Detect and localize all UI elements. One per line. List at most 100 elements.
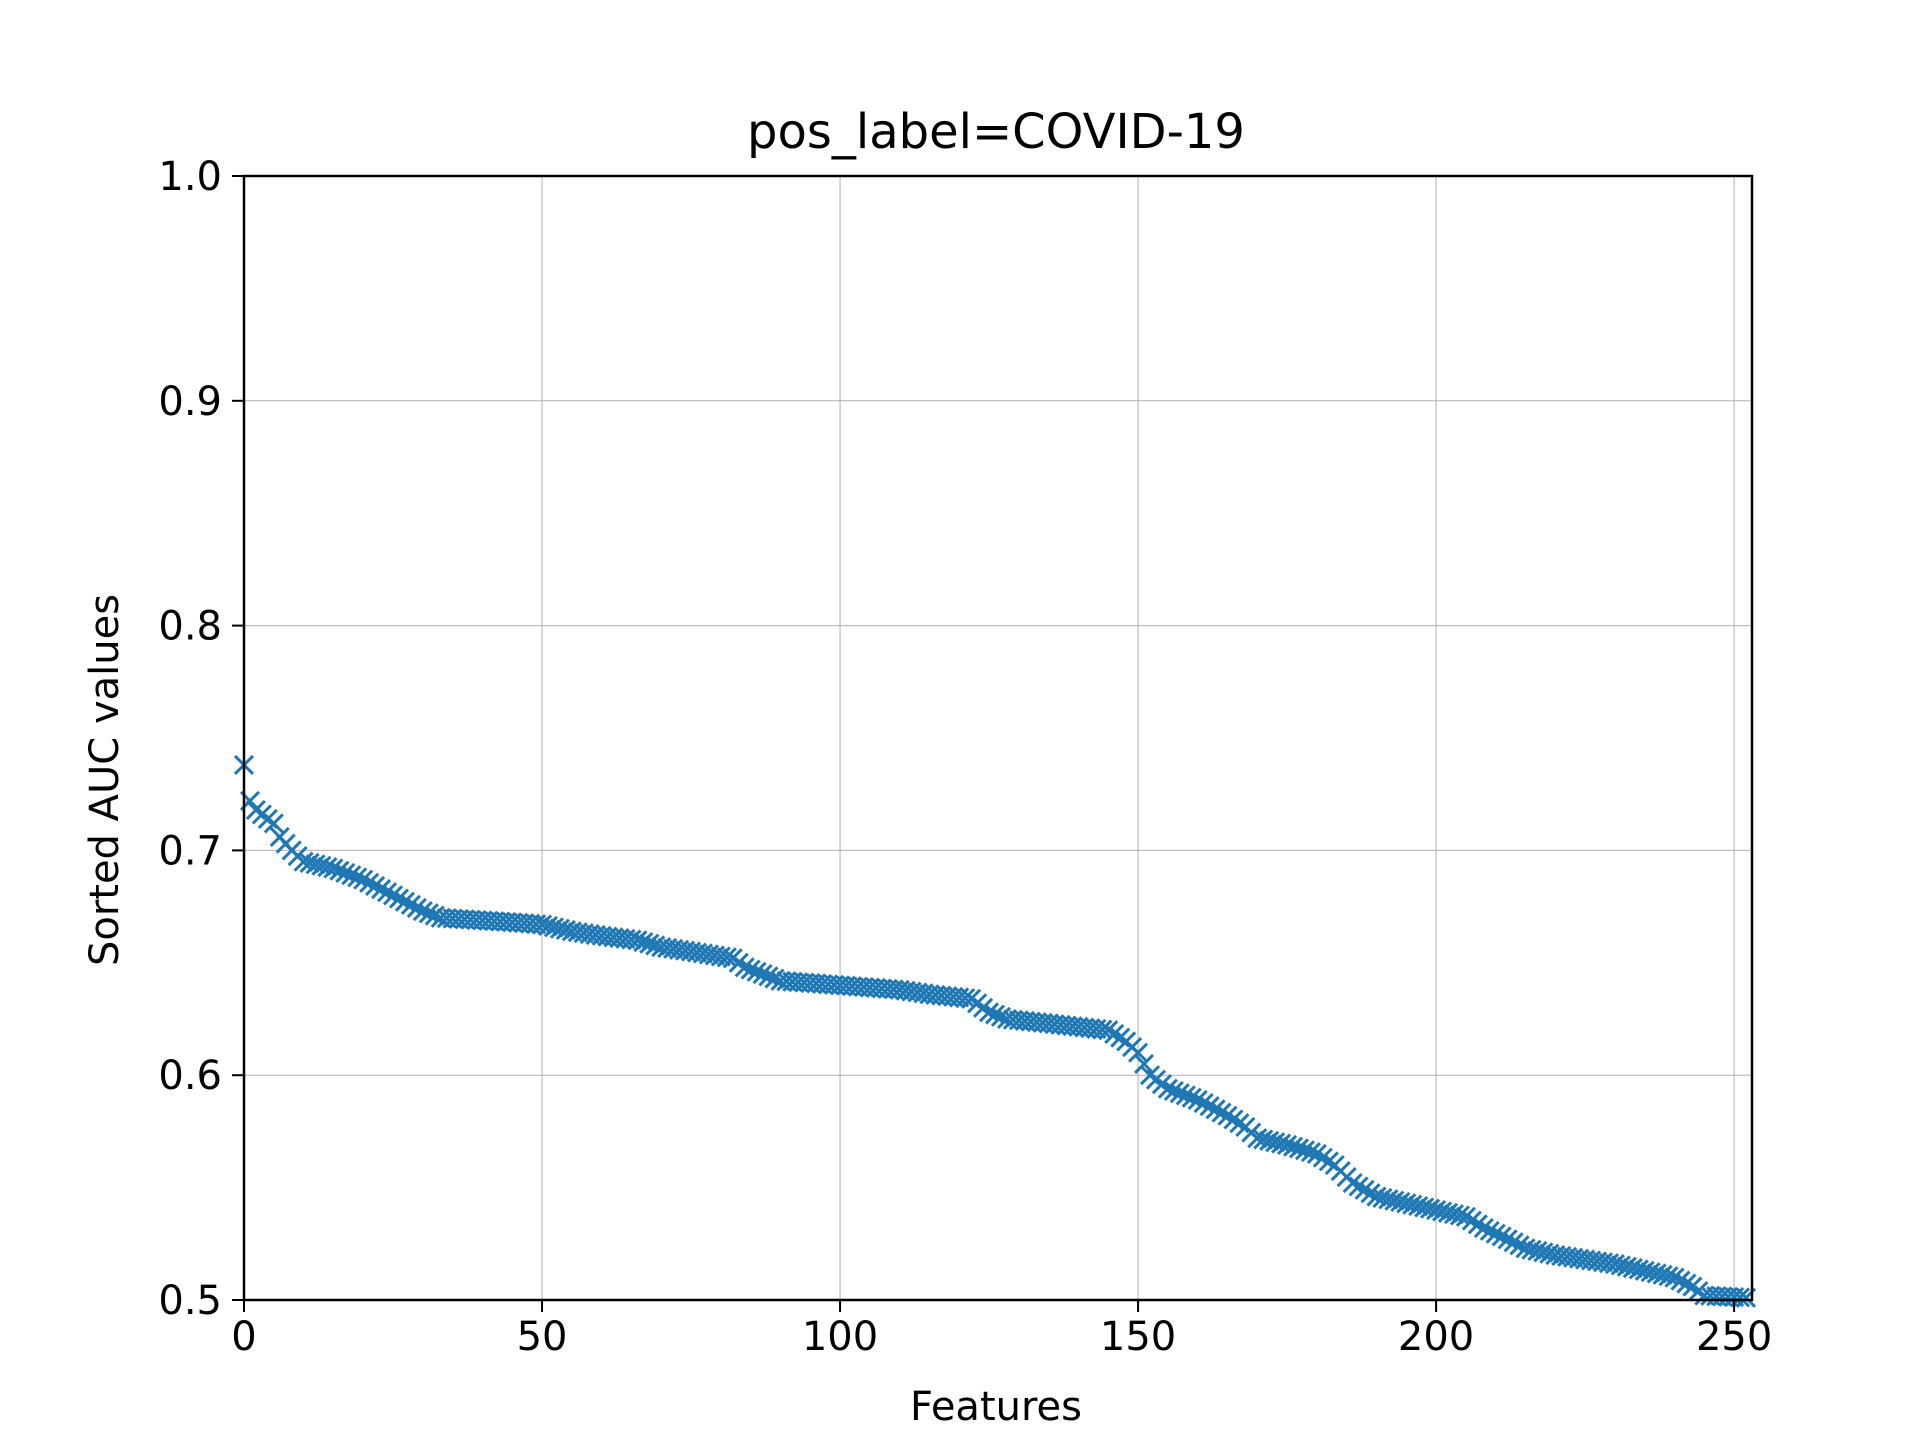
data-point-marker (1163, 1080, 1184, 1101)
data-point-marker (1485, 1223, 1506, 1244)
data-point-marker (1461, 1210, 1482, 1231)
data-point-marker (1384, 1190, 1405, 1211)
data-point-marker (1676, 1273, 1697, 1294)
data-point-marker (293, 851, 314, 872)
data-point-marker (746, 961, 767, 982)
data-point-marker (305, 854, 326, 875)
data-point-marker (1277, 1134, 1298, 1155)
data-point-marker (1640, 1262, 1661, 1283)
data-point-marker (1271, 1133, 1292, 1154)
data-point-marker (1217, 1105, 1238, 1126)
data-point-marker (359, 872, 380, 893)
x-axis-label: Features (910, 1384, 1082, 1430)
y-tick-label: 0.9 (158, 379, 222, 425)
data-point-marker (1509, 1235, 1530, 1256)
data-point-marker (1354, 1179, 1375, 1200)
data-point-marker (740, 959, 761, 980)
data-point-marker (1491, 1226, 1512, 1247)
data-point-marker (984, 1004, 1006, 1025)
data-point-marker (1372, 1187, 1393, 1209)
data-point-marker (323, 858, 344, 879)
data-point-marker (978, 1002, 1000, 1023)
data-point-marker (329, 860, 350, 881)
data-point-marker (633, 931, 654, 953)
x-tick-label: 200 (1398, 1314, 1474, 1360)
data-point-marker (1294, 1140, 1316, 1161)
data-point-marker (1455, 1206, 1476, 1227)
data-point-marker (353, 869, 374, 890)
data-point-marker (1443, 1204, 1465, 1225)
data-point-marker (645, 935, 666, 956)
data-point-marker (1181, 1087, 1202, 1108)
data-point-marker (955, 988, 976, 1009)
data-point-marker (406, 897, 427, 919)
data-point-marker (1342, 1173, 1363, 1194)
data-point-marker (1616, 1256, 1637, 1277)
data-point-marker (299, 852, 320, 874)
data-point-marker (1604, 1253, 1625, 1275)
data-point-marker (1211, 1102, 1232, 1123)
data-point-marker (1098, 1020, 1119, 1041)
data-point-marker (1300, 1142, 1321, 1163)
data-point-marker (400, 894, 421, 915)
x-tick-label: 250 (1696, 1314, 1772, 1360)
data-point-marker (1497, 1229, 1518, 1250)
data-point-marker (1110, 1027, 1131, 1048)
data-point-marker (716, 947, 737, 968)
data-point-marker (1265, 1132, 1286, 1153)
data-point-marker (341, 865, 362, 886)
x-tick-label: 50 (517, 1314, 568, 1360)
data-point-marker (1259, 1130, 1280, 1151)
data-point-marker (376, 882, 398, 903)
y-axis-label: Sorted AUC values (82, 594, 128, 966)
data-point-marker (371, 879, 392, 900)
data-point-marker (1205, 1099, 1226, 1120)
data-point-marker (752, 963, 773, 985)
data-point-marker (543, 917, 565, 938)
data-point-marker (1658, 1266, 1679, 1287)
data-point-marker (1533, 1242, 1554, 1263)
data-point-marker (1408, 1195, 1429, 1217)
data-point-marker (1360, 1183, 1381, 1204)
data-point-marker (335, 862, 356, 883)
data-point-marker (537, 915, 559, 936)
data-point-marker (365, 875, 386, 896)
data-point-marker (758, 966, 779, 987)
data-point-marker (1610, 1255, 1631, 1276)
data-point-marker (1253, 1129, 1274, 1150)
ticks: 0 50 100 150 200 250 0.5 0.6 0.7 0.8 0.9 1.0 (158, 154, 1772, 1360)
data-points (233, 754, 1757, 1308)
x-tick-label: 150 (1100, 1314, 1176, 1360)
data-point-marker (1670, 1270, 1691, 1291)
data-point-marker (1348, 1176, 1369, 1197)
y-tick-label: 0.7 (158, 828, 222, 874)
data-point-marker (1479, 1220, 1500, 1241)
data-point-marker (412, 901, 433, 922)
y-tick-label: 0.6 (158, 1053, 222, 1099)
data-point-marker (1634, 1260, 1655, 1281)
data-point-marker (382, 885, 404, 906)
data-point-marker (1396, 1193, 1417, 1214)
data-point-marker (531, 914, 553, 935)
data-point-marker (1318, 1151, 1339, 1172)
y-tick-label: 0.8 (158, 604, 222, 650)
data-point-marker (1664, 1267, 1685, 1288)
data-point-marker (549, 918, 570, 939)
data-point-marker (1622, 1258, 1643, 1279)
data-point-marker (1199, 1096, 1220, 1117)
x-tick-label: 100 (802, 1314, 878, 1360)
plot-frame (242, 174, 1754, 1302)
data-point-marker (1247, 1128, 1268, 1149)
data-point-marker (388, 888, 410, 909)
data-point-marker (347, 867, 368, 888)
data-point-marker (1092, 1019, 1113, 1040)
y-tick-label: 0.5 (158, 1278, 222, 1324)
data-point-marker (1426, 1200, 1447, 1221)
data-point-marker (317, 856, 338, 878)
data-point-marker (1598, 1253, 1620, 1274)
data-point-marker (734, 957, 755, 978)
data-point-marker (764, 968, 785, 989)
x-tick-label: 0 (231, 1314, 256, 1360)
